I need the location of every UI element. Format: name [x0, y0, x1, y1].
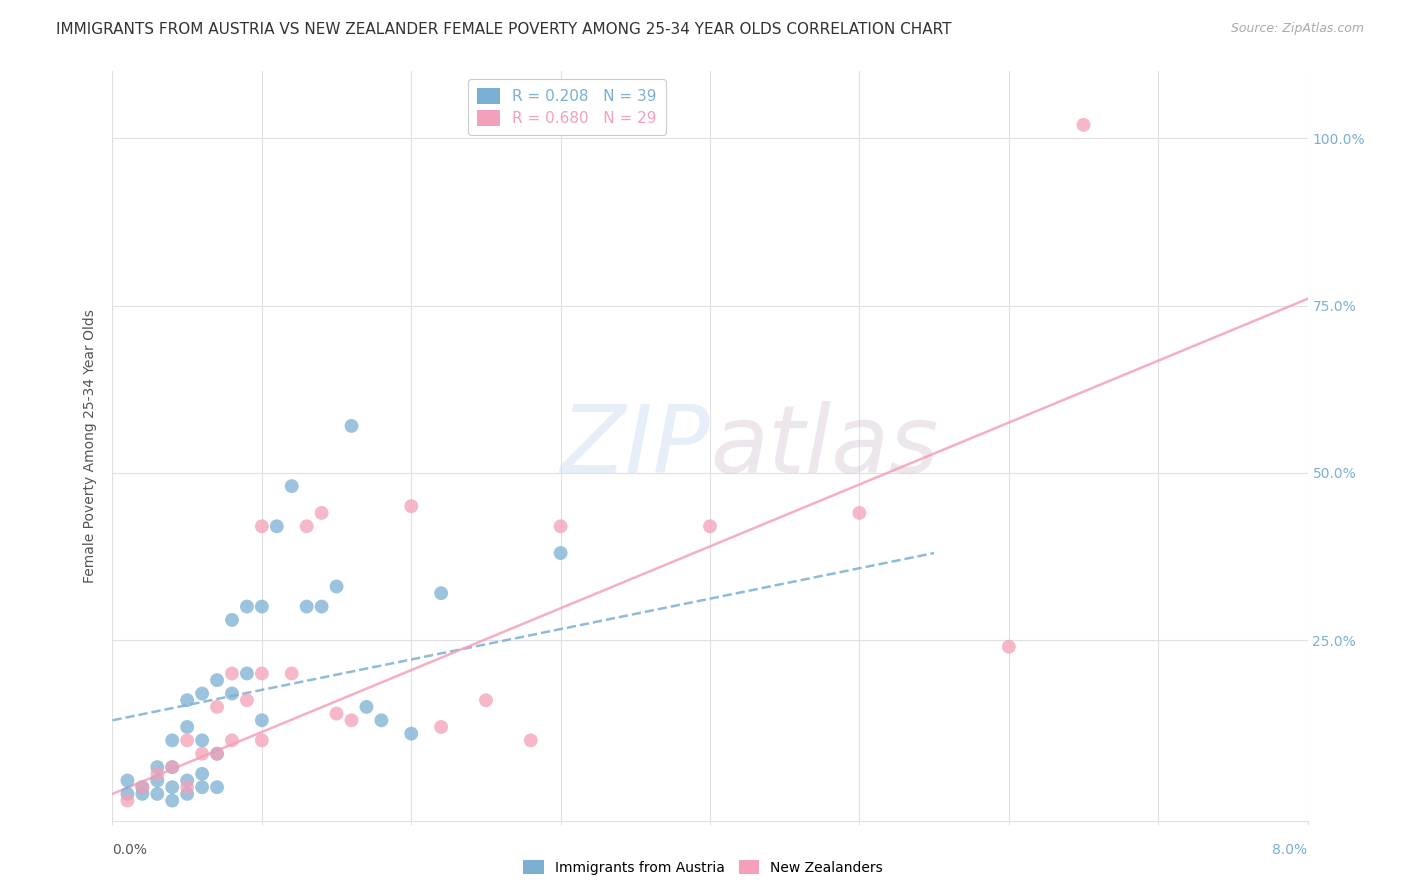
Point	[162, 733, 183, 747]
Point	[848, 506, 870, 520]
Point	[131, 787, 153, 801]
Y-axis label: Female Poverty Among 25-34 Year Olds: Female Poverty Among 25-34 Year Olds	[83, 309, 97, 583]
Point	[236, 599, 259, 614]
Point	[131, 780, 153, 795]
Point	[250, 519, 273, 533]
Point	[250, 666, 273, 681]
Point	[325, 580, 347, 594]
Point	[205, 747, 228, 761]
Point	[325, 706, 347, 721]
Point	[117, 773, 139, 788]
Point	[176, 733, 198, 747]
Point	[205, 700, 228, 714]
Point	[176, 693, 198, 707]
Point	[221, 613, 243, 627]
Point	[370, 714, 392, 728]
Point	[340, 419, 363, 434]
Legend: R = 0.208   N = 39, R = 0.680   N = 29: R = 0.208 N = 39, R = 0.680 N = 29	[468, 79, 665, 136]
Point	[162, 780, 183, 795]
Point	[176, 780, 198, 795]
Point	[250, 733, 273, 747]
Point	[191, 687, 214, 701]
Point	[281, 666, 304, 681]
Point	[401, 500, 423, 514]
Point	[1073, 118, 1095, 132]
Legend: Immigrants from Austria, New Zealanders: Immigrants from Austria, New Zealanders	[517, 855, 889, 880]
Point	[162, 794, 183, 808]
Text: 8.0%: 8.0%	[1272, 843, 1308, 857]
Point	[146, 767, 169, 781]
Point	[281, 479, 304, 493]
Text: atlas: atlas	[710, 401, 938, 491]
Point	[176, 787, 198, 801]
Point	[250, 714, 273, 728]
Point	[550, 519, 572, 533]
Point	[311, 506, 333, 520]
Point	[221, 666, 243, 681]
Point	[176, 773, 198, 788]
Point	[162, 760, 183, 774]
Point	[146, 787, 169, 801]
Point	[266, 519, 288, 533]
Point	[117, 794, 139, 808]
Point	[475, 693, 498, 707]
Point	[236, 693, 259, 707]
Text: 0.0%: 0.0%	[112, 843, 148, 857]
Point	[430, 720, 453, 734]
Text: ZIP: ZIP	[561, 401, 710, 491]
Point	[356, 700, 378, 714]
Point	[520, 733, 543, 747]
Point	[191, 780, 214, 795]
Point	[191, 767, 214, 781]
Text: Source: ZipAtlas.com: Source: ZipAtlas.com	[1230, 22, 1364, 36]
Point	[401, 726, 423, 740]
Point	[191, 733, 214, 747]
Point	[250, 599, 273, 614]
Point	[699, 519, 721, 533]
Point	[340, 714, 363, 728]
Point	[311, 599, 333, 614]
Text: IMMIGRANTS FROM AUSTRIA VS NEW ZEALANDER FEMALE POVERTY AMONG 25-34 YEAR OLDS CO: IMMIGRANTS FROM AUSTRIA VS NEW ZEALANDER…	[56, 22, 952, 37]
Point	[176, 720, 198, 734]
Point	[162, 760, 183, 774]
Point	[205, 780, 228, 795]
Point	[295, 599, 318, 614]
Point	[295, 519, 318, 533]
Point	[191, 747, 214, 761]
Point	[550, 546, 572, 560]
Point	[205, 747, 228, 761]
Point	[221, 687, 243, 701]
Point	[117, 787, 139, 801]
Point	[205, 673, 228, 688]
Point	[146, 773, 169, 788]
Point	[998, 640, 1021, 654]
Point	[146, 760, 169, 774]
Point	[221, 733, 243, 747]
Point	[131, 780, 153, 795]
Point	[236, 666, 259, 681]
Point	[430, 586, 453, 600]
